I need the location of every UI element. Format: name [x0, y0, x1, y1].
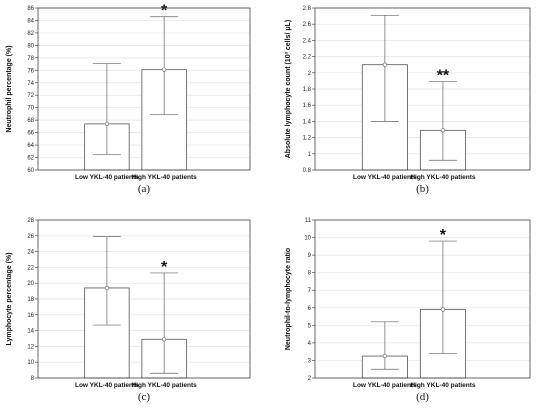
- y-tick-label: 18: [27, 297, 34, 303]
- y-tick-label: 2.4: [303, 38, 312, 44]
- panel-caption: (c): [138, 391, 151, 403]
- y-tick-label: 80: [27, 43, 34, 49]
- y-tick-label: 8: [31, 376, 35, 382]
- significance-marker: **: [437, 68, 450, 85]
- chart-panel-1: 60 62 64 66 68 70 72 74 76 78 80 82 84 86 Low YKL-40 p…: [6, 3, 251, 195]
- y-tick-label: 2: [308, 71, 312, 77]
- panel-caption: (b): [416, 183, 429, 195]
- y-tick-label: 2: [308, 376, 312, 382]
- panel-caption: (d): [416, 391, 429, 403]
- significance-marker: *: [161, 259, 168, 276]
- y-tick-label: 74: [27, 81, 34, 87]
- y-tick-label: 1.6: [303, 103, 312, 109]
- significance-marker: *: [161, 3, 168, 20]
- y-tick-label: 5: [308, 323, 312, 329]
- mean-marker: [440, 307, 446, 312]
- mean-marker: [162, 337, 167, 342]
- y-tick-label: 8: [308, 271, 312, 277]
- plot-frame: [37, 219, 251, 379]
- mean-marker: [104, 285, 109, 291]
- y-tick-label: 20: [27, 281, 34, 287]
- y-tick-label: 82: [27, 31, 34, 37]
- category-label: High YKL-40 patients: [132, 174, 198, 181]
- y-tick-label: 86: [27, 6, 34, 12]
- y-tick-label: 9: [308, 253, 312, 259]
- y-tick-label: 64: [27, 143, 34, 149]
- chart-panel-4: 2 3 4 5 6 7 8 9 10 11 Low YKL-40 patients * High YKL…: [285, 218, 531, 403]
- panel-caption: (a): [138, 183, 151, 195]
- category-label: High YKL-40 patients: [132, 382, 198, 389]
- y-tick-label: 1.4: [303, 119, 312, 125]
- mean-marker: [104, 121, 109, 126]
- y-tick-label: 84: [27, 18, 34, 24]
- y-tick-label: 1: [308, 152, 312, 158]
- y-tick-label: 6: [308, 306, 312, 312]
- mean-marker: [382, 62, 387, 67]
- plot-frame: [314, 7, 531, 171]
- y-tick-label: 66: [27, 131, 34, 137]
- y-tick-label: 60: [27, 168, 34, 174]
- y-tick-label: 2.6: [303, 22, 312, 28]
- y-tick-label: 11: [305, 218, 312, 224]
- category-label: High YKL-40 patients: [410, 382, 476, 389]
- mean-marker: [440, 128, 446, 133]
- chart-panel-3: 8 10 12 14 16 18 20 22 24 26 28 Low YKL-40 patients…: [6, 218, 251, 403]
- y-tick-label: 68: [27, 118, 34, 124]
- plot-frame: [314, 219, 531, 379]
- y-tick-label: 16: [27, 313, 34, 319]
- y-tick-label: 1.8: [303, 87, 312, 93]
- category-label: High YKL-40 patients: [410, 174, 476, 181]
- y-axis-label: Neutrophil percentage (%): [6, 45, 13, 132]
- y-tick-label: 14: [27, 329, 34, 335]
- y-axis-label: Absolute lymphocyte count (10³ cells/ μL…: [285, 20, 292, 158]
- y-tick-label: 10: [27, 360, 34, 366]
- category-label: Low YKL-40 patients: [75, 174, 139, 181]
- mean-marker: [162, 67, 167, 72]
- y-axis-label: Lymphocyte percentage (%): [6, 252, 13, 345]
- y-tick-label: 7: [308, 288, 312, 294]
- y-tick-label: 22: [27, 265, 34, 271]
- y-tick-label: 28: [27, 218, 34, 224]
- category-label: Low YKL-40 patients: [75, 382, 139, 389]
- category-label: Low YKL-40 patients: [353, 382, 417, 389]
- y-tick-label: 2.8: [303, 6, 312, 12]
- plot-frame: [37, 7, 251, 171]
- chart-panel-2: 0.8 1 1.2 1.4 1.6 1.8 2 2.2 2.4 2.6 2.8 Low YKL-40 …: [285, 6, 531, 195]
- y-tick-label: 78: [27, 56, 34, 62]
- y-tick-label: 4: [308, 341, 312, 347]
- y-tick-label: 1.2: [303, 136, 312, 142]
- y-tick-label: 70: [27, 106, 34, 112]
- y-tick-label: 62: [27, 156, 34, 162]
- mean-marker: [382, 353, 387, 359]
- y-tick-label: 0.8: [303, 168, 312, 174]
- y-tick-label: 24: [27, 250, 34, 256]
- y-tick-label: 76: [27, 68, 34, 74]
- y-tick-label: 72: [27, 93, 34, 99]
- y-tick-label: 3: [308, 358, 312, 364]
- y-tick-label: 10: [304, 236, 311, 242]
- y-axis-label: Neutrophil-to-lymphocyte ratio: [285, 248, 292, 350]
- y-tick-label: 2.2: [303, 55, 312, 61]
- y-tick-label: 12: [27, 344, 34, 350]
- significance-marker: *: [440, 227, 447, 244]
- y-tick-label: 26: [27, 234, 34, 240]
- category-label: Low YKL-40 patients: [353, 174, 417, 181]
